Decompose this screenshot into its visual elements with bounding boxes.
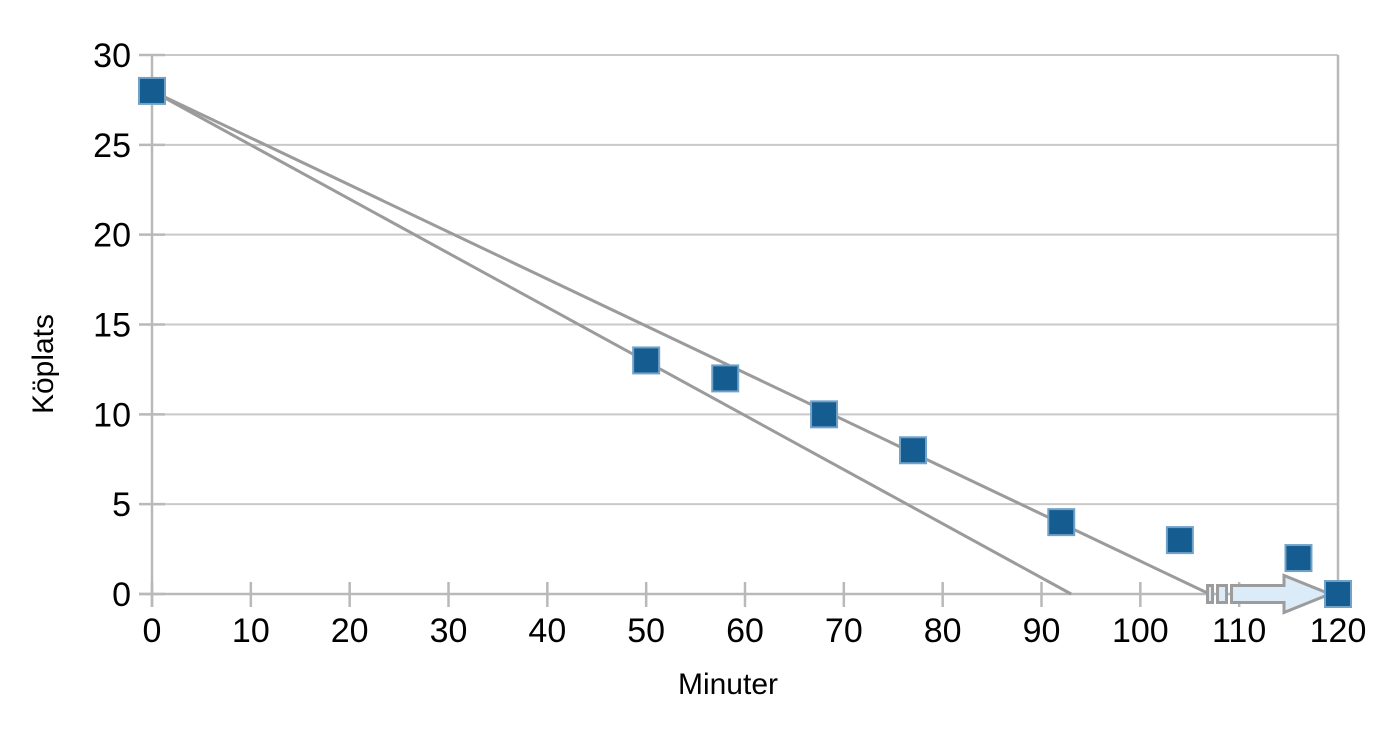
arrow-stripe-thin <box>1206 584 1215 604</box>
x-axis-title: Minuter <box>677 668 779 701</box>
data-point-marker <box>810 400 839 429</box>
data-point-marker <box>1324 580 1352 608</box>
y-tick-label: 25 <box>93 127 131 165</box>
data-point-marker <box>138 76 166 105</box>
arrow-stripe-thick <box>1216 584 1229 604</box>
steep-projection-line <box>151 89 1072 596</box>
y-tick-label: 5 <box>112 486 131 524</box>
x-tick-label: 60 <box>726 612 764 650</box>
x-tick-label: 100 <box>1112 612 1169 650</box>
y-tick-label: 20 <box>93 217 131 255</box>
y-tick-label: 15 <box>93 307 131 345</box>
x-tick-label: 20 <box>331 612 369 650</box>
y-axis-title: Köplats <box>27 313 60 415</box>
x-tick-label: 50 <box>627 612 665 650</box>
x-tick-label: 40 <box>528 612 566 650</box>
x-tick-label: 120 <box>1310 612 1367 650</box>
x-tick-label: 90 <box>1023 612 1061 650</box>
y-tick-label: 30 <box>93 37 131 75</box>
shallow-projection-line <box>151 89 1211 596</box>
data-point-marker <box>1047 508 1076 537</box>
data-point-marker <box>899 436 928 465</box>
data-point-marker <box>632 346 661 375</box>
data-point-marker <box>1284 544 1313 573</box>
x-tick-label: 80 <box>924 612 962 650</box>
arrow-body <box>1230 573 1335 615</box>
x-tick-label: 30 <box>430 612 468 650</box>
y-tick-label: 10 <box>93 396 131 434</box>
data-point-marker <box>711 364 740 393</box>
x-tick-label: 10 <box>232 612 270 650</box>
y-tick-label: 0 <box>112 576 131 614</box>
x-tick-label: 110 <box>1212 612 1266 650</box>
x-tick-label: 70 <box>825 612 863 650</box>
data-point-marker <box>1165 526 1194 555</box>
x-tick-label: 0 <box>143 612 162 650</box>
